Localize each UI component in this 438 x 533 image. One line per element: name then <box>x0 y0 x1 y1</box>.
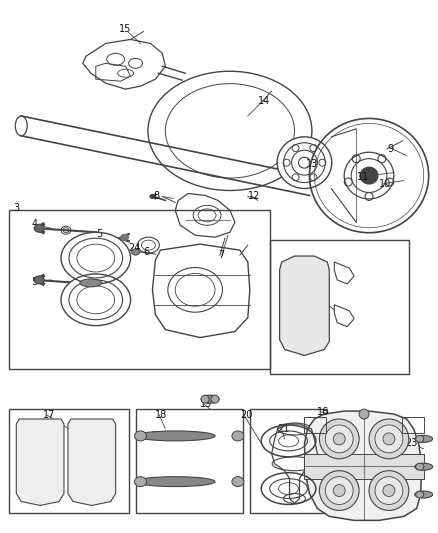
Text: 16: 16 <box>318 407 330 417</box>
Bar <box>402 417 424 433</box>
Ellipse shape <box>360 167 378 184</box>
Circle shape <box>319 471 359 511</box>
Ellipse shape <box>415 491 433 498</box>
Ellipse shape <box>131 249 140 255</box>
Text: 19: 19 <box>200 399 212 409</box>
Text: 12: 12 <box>248 191 260 201</box>
Ellipse shape <box>120 233 129 241</box>
Circle shape <box>375 477 403 504</box>
Polygon shape <box>16 419 64 505</box>
Ellipse shape <box>135 477 215 487</box>
Ellipse shape <box>135 431 215 441</box>
Text: 9: 9 <box>387 144 393 154</box>
Text: 11: 11 <box>357 172 369 182</box>
Ellipse shape <box>134 477 146 487</box>
Ellipse shape <box>61 274 131 326</box>
Ellipse shape <box>150 195 155 198</box>
Text: 17: 17 <box>43 410 56 420</box>
Circle shape <box>383 484 395 497</box>
Polygon shape <box>68 419 116 505</box>
Text: 24: 24 <box>129 243 141 253</box>
Text: 3: 3 <box>13 204 19 213</box>
Circle shape <box>201 395 209 403</box>
Circle shape <box>369 419 409 459</box>
Circle shape <box>359 409 369 419</box>
Ellipse shape <box>201 395 219 403</box>
Text: 15: 15 <box>119 23 131 34</box>
Circle shape <box>383 433 395 445</box>
Bar <box>304 417 326 433</box>
Circle shape <box>375 425 403 453</box>
Ellipse shape <box>415 435 433 442</box>
Circle shape <box>333 433 345 445</box>
Text: 8: 8 <box>153 191 159 201</box>
Text: 2: 2 <box>318 295 324 305</box>
Circle shape <box>319 419 359 459</box>
Circle shape <box>333 484 345 497</box>
Ellipse shape <box>80 279 102 287</box>
Circle shape <box>325 477 353 504</box>
Ellipse shape <box>415 463 433 470</box>
Circle shape <box>211 395 219 403</box>
Circle shape <box>325 425 353 453</box>
Text: 5: 5 <box>96 229 102 239</box>
Ellipse shape <box>416 435 424 442</box>
Text: 5: 5 <box>31 277 37 287</box>
Text: 4: 4 <box>31 219 37 229</box>
Text: 14: 14 <box>258 96 270 106</box>
Ellipse shape <box>34 224 44 232</box>
Ellipse shape <box>232 431 244 441</box>
Polygon shape <box>279 256 329 356</box>
Text: 7: 7 <box>218 250 224 260</box>
Text: 6: 6 <box>144 247 150 257</box>
Ellipse shape <box>232 477 244 487</box>
Text: 21: 21 <box>278 424 290 434</box>
Ellipse shape <box>34 276 44 284</box>
Bar <box>135 409 243 513</box>
Ellipse shape <box>277 137 332 189</box>
Text: 10: 10 <box>379 179 391 189</box>
Text: 23: 23 <box>405 438 417 448</box>
Text: 20: 20 <box>240 410 252 420</box>
Ellipse shape <box>61 232 131 284</box>
Ellipse shape <box>416 463 424 470</box>
Polygon shape <box>304 411 422 520</box>
Bar <box>250 409 327 513</box>
Text: 13: 13 <box>307 159 319 168</box>
Ellipse shape <box>309 118 429 233</box>
Text: 18: 18 <box>155 410 168 420</box>
Circle shape <box>369 471 409 511</box>
Ellipse shape <box>134 431 146 441</box>
Bar <box>9 409 129 513</box>
Text: 1: 1 <box>307 273 313 283</box>
Ellipse shape <box>416 491 424 498</box>
Bar <box>304 454 424 479</box>
